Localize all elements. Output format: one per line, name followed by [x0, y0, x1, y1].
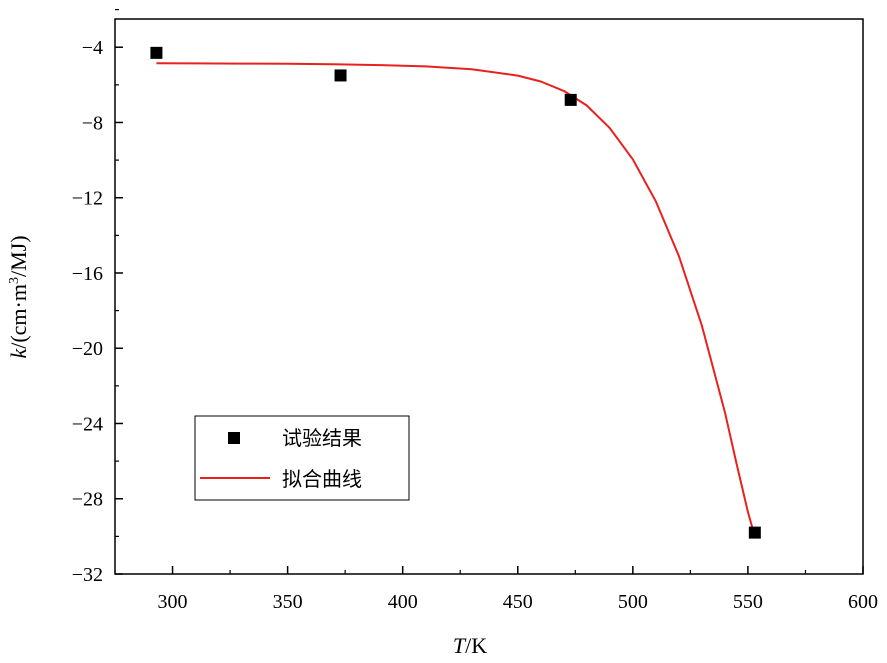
legend: 试验结果 拟合曲线: [194, 415, 410, 501]
data-point: [748, 526, 761, 539]
x-tick-label: 550: [733, 591, 763, 613]
x-axis-ticks: 300 350 400 450 500 550 600: [114, 566, 878, 613]
legend-box: [194, 415, 410, 501]
y-axis-unit-sup: 3: [7, 277, 22, 284]
x-tick-label: 400: [388, 591, 418, 613]
y-axis-title: k/(cm·m3/MJ): [6, 235, 31, 358]
y-tick-label: −16: [72, 263, 103, 285]
y-axis-var: k: [6, 348, 31, 359]
y-axis-unit: /(cm·m: [6, 284, 31, 349]
y-tick-label: −12: [72, 188, 103, 210]
data-point: [150, 46, 163, 59]
y-tick-label: −8: [82, 112, 103, 134]
y-axis-unit-tail: /MJ): [6, 235, 31, 277]
data-point: [334, 69, 347, 82]
x-tick-label: 450: [503, 591, 533, 613]
y-tick-label: −24: [72, 413, 103, 435]
x-axis-title: T/K: [453, 633, 487, 658]
x-tick-label: 350: [273, 591, 303, 613]
x-tick-label: 500: [618, 591, 648, 613]
legend-marker-icon: [228, 432, 240, 444]
x-tick-label: 600: [848, 591, 878, 613]
plot-frame: [114, 18, 864, 575]
x-axis-var: T: [453, 633, 467, 658]
y-tick-label: −28: [72, 489, 103, 511]
series-layer: [150, 46, 761, 539]
fit-curve-line: [156, 62, 756, 537]
y-tick-label: −32: [72, 564, 103, 586]
legend-label-0: 试验结果: [282, 426, 362, 450]
data-point: [564, 93, 577, 106]
legend-label-1: 拟合曲线: [282, 467, 362, 491]
x-axis-unit: /K: [465, 633, 487, 658]
y-tick-label: −20: [72, 338, 103, 360]
x-tick-label: 300: [158, 591, 188, 613]
y-axis-ticks: −4 −8 −12 −16 −20 −24 −28 −32: [72, 8, 123, 586]
y-tick-label: −4: [82, 37, 103, 59]
